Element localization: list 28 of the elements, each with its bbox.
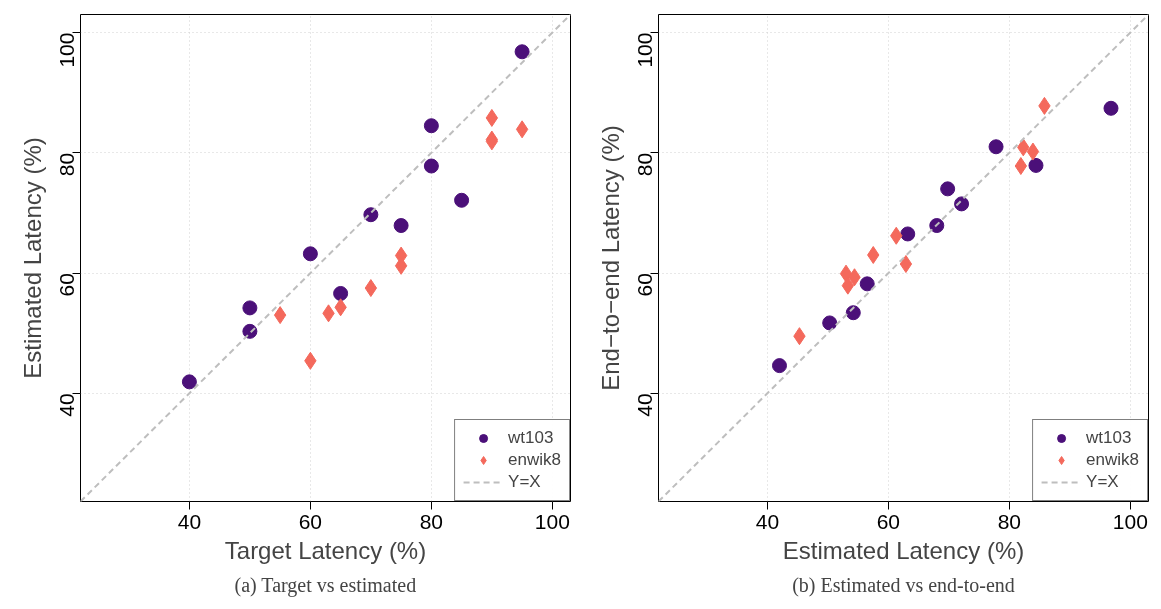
x-tick-label: 80 [419,509,444,533]
y-tick-label: 80 [55,152,79,177]
legend-label: wt103 [508,428,554,448]
legend-label: Y=X [1086,472,1119,492]
y-tick-label: 40 [633,393,657,417]
y-tick-label: 80 [633,152,657,177]
text: (a) Target vs estimated [234,573,417,597]
y-axis-title: End−to−end Latency (%) [596,125,624,391]
legend-label: enwik8 [1086,450,1139,470]
y-tick-label: 100 [55,32,79,68]
legend-label: enwik8 [508,450,561,470]
x-tick-label: 80 [997,509,1022,533]
y-tick-label: 60 [633,273,657,297]
x-tick-label: 40 [755,509,780,533]
x-tick-label: 60 [876,509,901,533]
legend-label: Y=X [508,472,541,492]
y-axis-title: Estimated Latency (%) [18,137,46,379]
x-tick-label: 40 [177,509,202,533]
x-axis-title: Estimated Latency (%) [782,536,1025,564]
x-tick-label: 60 [298,509,323,533]
y-tick-label: 100 [633,32,657,68]
legend-label: wt103 [1086,428,1132,448]
x-tick-label: 100 [534,509,570,533]
x-axis-title: Target Latency (%) [224,536,427,564]
text: (b) Estimated vs end-to-end [792,573,1015,597]
x-tick-label: 100 [1112,509,1148,533]
y-tick-label: 40 [55,393,79,417]
y-tick-label: 60 [55,273,79,297]
